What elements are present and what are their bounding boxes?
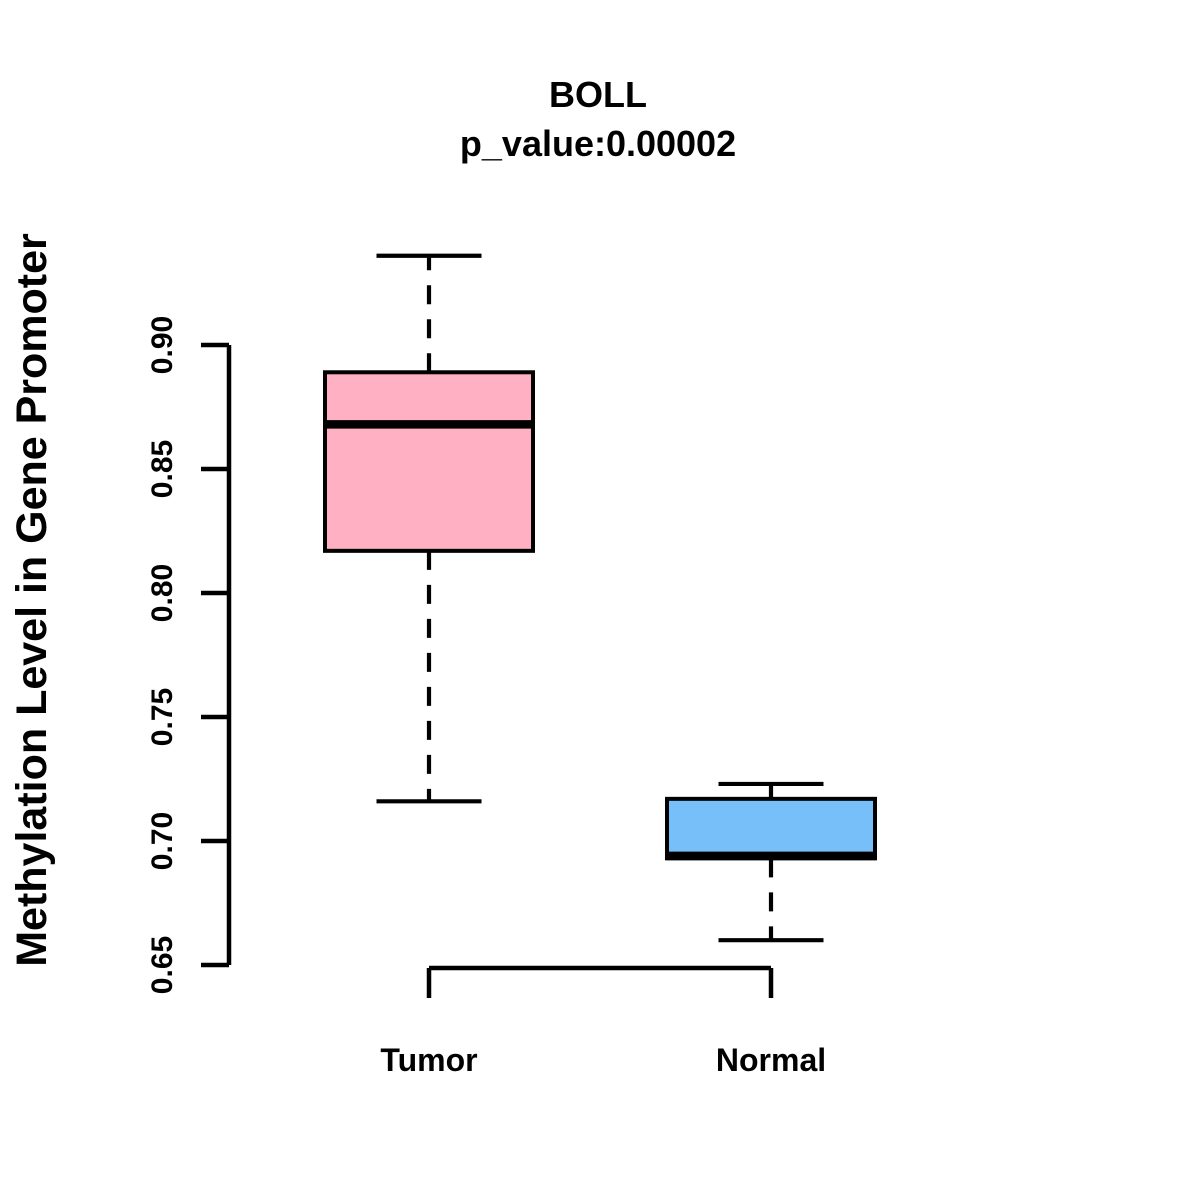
x-category-label: Normal bbox=[716, 1042, 826, 1078]
y-tick-label: 0.85 bbox=[146, 440, 179, 498]
normal-box bbox=[665, 796, 877, 861]
y-tick-label: 0.75 bbox=[146, 688, 179, 746]
chart-title: BOLL bbox=[549, 74, 647, 115]
chart-subtitle: p_value:0.00002 bbox=[460, 123, 736, 164]
y-axis-title: Methylation Level in Gene Promoter bbox=[8, 233, 56, 967]
y-tick-label: 0.70 bbox=[146, 812, 179, 870]
plot-area: 0.90 0.85 0.80 0.75 0.70 0.65 Tumor Normal bbox=[146, 253, 877, 1078]
y-tick-label: 0.90 bbox=[146, 316, 179, 374]
x-category-label: Tumor bbox=[380, 1042, 477, 1078]
y-tick-label: 0.80 bbox=[146, 564, 179, 622]
tumor-box bbox=[323, 370, 535, 553]
y-tick-label: 0.65 bbox=[146, 936, 179, 994]
